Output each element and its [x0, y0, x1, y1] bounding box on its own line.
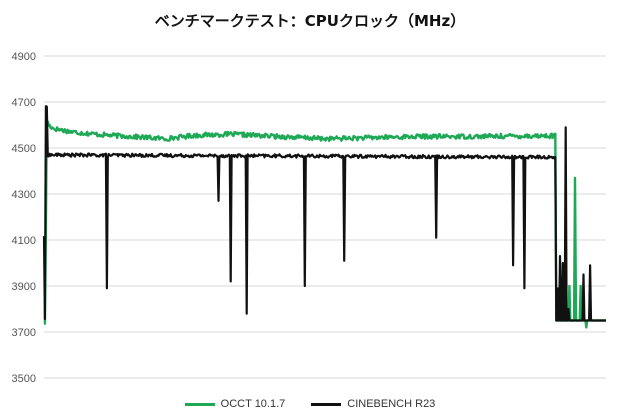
legend-swatch-cinebench [311, 402, 342, 406]
legend: OCCT 10.1.7 CINEBENCH R23 [0, 394, 620, 414]
series-line-cinebench [42, 105, 607, 322]
legend-item-occt[interactable]: OCCT 10.1.7 [184, 398, 286, 410]
legend-label-cinebench: CINEBENCH R23 [347, 398, 436, 410]
y-tick-label-4900: 4900 [12, 51, 36, 63]
grid-layer [44, 55, 606, 379]
legend-label-occt: OCCT 10.1.7 [220, 398, 286, 410]
series-line-occt [43, 120, 607, 329]
legend-swatch-occt [184, 402, 215, 406]
y-tick-label-4100: 4100 [12, 235, 36, 247]
y-tick-label-4700: 4700 [12, 97, 36, 109]
y-tick-label-3700: 3700 [12, 327, 36, 339]
chart-title: ベンチマークテスト：CPUクロック（MHz） [154, 12, 466, 30]
y-tick-label-3900: 3900 [12, 281, 36, 293]
y-tick-label-3500: 3500 [12, 373, 36, 385]
series-layer [42, 105, 607, 329]
y-tick-label-4300: 4300 [12, 189, 36, 201]
legend-item-cinebench[interactable]: CINEBENCH R23 [311, 398, 435, 410]
y-tick-label-4500: 4500 [12, 143, 36, 155]
y-tick-labels: 3500 3700 3900 4100 4300 4500 4700 4900 [12, 51, 36, 385]
